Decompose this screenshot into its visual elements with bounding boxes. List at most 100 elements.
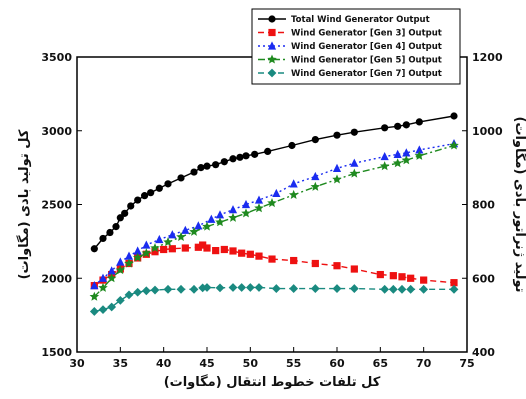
data-point xyxy=(450,279,458,287)
data-point xyxy=(215,210,225,219)
y-right-axis-title: تولید ژنراتور بادی (مگاوات) xyxy=(512,116,526,292)
data-point xyxy=(288,141,296,150)
data-point xyxy=(151,248,159,256)
legend-box xyxy=(251,8,461,85)
data-point xyxy=(164,180,172,188)
data-point xyxy=(415,118,423,126)
data-point xyxy=(406,284,416,294)
series-line xyxy=(93,142,455,287)
data-point xyxy=(241,208,251,218)
data-point xyxy=(392,158,403,168)
data-point xyxy=(163,237,173,247)
data-point xyxy=(181,225,190,234)
x-tick-label: 40 xyxy=(156,357,172,370)
data-point xyxy=(414,150,425,160)
data-point xyxy=(212,161,220,169)
data-point xyxy=(177,174,185,182)
data-point xyxy=(415,145,424,154)
data-point xyxy=(311,259,319,268)
data-point xyxy=(380,151,389,161)
legend-label: Wind Generator [Gen 5] Output xyxy=(291,56,442,66)
data-point xyxy=(90,281,99,290)
data-point xyxy=(133,287,143,297)
x-tick-label: 70 xyxy=(416,357,432,370)
data-point xyxy=(176,231,186,241)
data-point xyxy=(332,174,342,184)
data-point xyxy=(350,265,358,273)
data-point xyxy=(376,270,384,279)
data-point xyxy=(311,171,320,181)
data-point xyxy=(290,256,298,265)
data-point xyxy=(202,221,212,231)
y-right-tick-label: 1200 xyxy=(472,51,503,64)
data-point xyxy=(107,302,117,312)
data-point xyxy=(332,163,342,172)
data-point xyxy=(220,158,228,166)
axes-layer: 30 35 40 45 50 55 60 65 70 75 1500 2000 2500 3000 3500… xyxy=(41,51,503,370)
data-point xyxy=(246,250,254,258)
data-point xyxy=(397,284,407,294)
data-point xyxy=(242,152,250,160)
legend-swatch-marker xyxy=(268,28,276,37)
data-point xyxy=(255,252,263,260)
data-point xyxy=(155,234,164,244)
data-point xyxy=(241,199,251,209)
y-left-tick-label: 2500 xyxy=(41,199,72,212)
data-point xyxy=(215,217,225,227)
data-point xyxy=(203,244,211,252)
data-point xyxy=(333,131,341,139)
y-right-tick-label: 400 xyxy=(472,346,495,359)
data-point xyxy=(150,243,160,253)
data-point xyxy=(449,284,459,294)
data-point xyxy=(132,252,143,262)
data-point xyxy=(160,245,168,254)
data-point xyxy=(393,149,402,158)
data-point xyxy=(350,158,359,167)
data-point xyxy=(147,189,155,197)
data-point xyxy=(163,284,173,294)
data-point xyxy=(245,283,255,292)
y-left-tick-label: 3000 xyxy=(41,125,72,138)
data-point xyxy=(264,147,272,155)
y-left-tick-label: 3500 xyxy=(41,51,72,64)
data-point xyxy=(402,148,411,157)
data-point xyxy=(99,234,107,243)
data-point xyxy=(388,284,398,294)
data-point xyxy=(190,168,198,176)
data-point xyxy=(271,284,281,293)
data-point xyxy=(194,221,203,230)
data-point xyxy=(254,203,264,213)
legend-label: Wind Generator [Gen 4] Output xyxy=(291,42,442,52)
data-point xyxy=(311,136,319,144)
x-tick-label: 65 xyxy=(373,357,388,370)
legend-swatch-marker xyxy=(267,68,277,78)
data-point xyxy=(349,168,360,178)
x-tick-label: 45 xyxy=(199,357,214,370)
data-point xyxy=(98,305,108,314)
y-right-tick-label: 600 xyxy=(472,272,495,285)
data-point xyxy=(401,155,412,165)
y-left-tick-label: 1500 xyxy=(41,346,72,359)
data-point xyxy=(398,273,406,281)
data-point xyxy=(212,246,220,255)
data-point xyxy=(450,112,458,120)
series-1 xyxy=(90,112,458,253)
data-point xyxy=(89,307,99,316)
data-point xyxy=(237,283,247,292)
data-point xyxy=(228,212,238,222)
x-axis-title: کل تلفات خطوط انتقال (مگاوات) xyxy=(164,374,381,390)
data-point xyxy=(207,214,216,223)
data-point xyxy=(176,284,186,294)
data-point xyxy=(142,240,151,249)
series-4 xyxy=(89,140,459,301)
data-point xyxy=(197,164,205,172)
data-point xyxy=(228,205,238,214)
data-point xyxy=(194,243,202,251)
x-tick-label: 60 xyxy=(329,357,345,370)
data-point xyxy=(251,150,259,158)
data-point xyxy=(333,262,341,270)
data-point xyxy=(124,290,134,300)
data-point xyxy=(381,124,389,132)
y-right-tick-label: 1000 xyxy=(472,125,503,138)
